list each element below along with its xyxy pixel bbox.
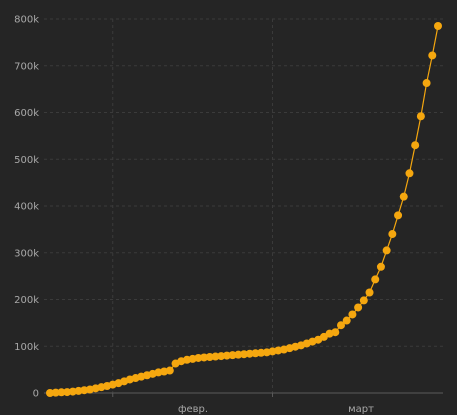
data-point[interactable] [394, 211, 403, 220]
data-point[interactable] [359, 296, 368, 305]
y-tick-label: 400k [14, 202, 39, 213]
y-tick-label: 700k [14, 61, 39, 72]
data-point[interactable] [342, 316, 351, 325]
data-point[interactable] [228, 351, 237, 360]
data-point[interactable] [434, 22, 442, 31]
data-point[interactable] [422, 79, 431, 88]
y-tick-label: 200k [14, 295, 39, 306]
data-point[interactable] [382, 246, 391, 255]
data-point[interactable] [217, 352, 226, 361]
data-point[interactable] [194, 353, 203, 362]
data-point[interactable] [399, 192, 408, 201]
y-axis: 0 100k 200k 300k 400k 500k 600k 700k 800k [14, 15, 39, 400]
y-tick-label: 300k [14, 248, 39, 259]
data-point[interactable] [51, 388, 60, 397]
data-point[interactable] [205, 353, 214, 362]
x-axis: февр. март [44, 392, 443, 415]
data-point[interactable] [365, 288, 374, 297]
data-point[interactable] [257, 348, 266, 357]
data-point[interactable] [234, 350, 243, 359]
y-tick-label: 600k [14, 108, 39, 119]
data-point[interactable] [416, 112, 425, 121]
y-tick-label: 0 [33, 389, 39, 400]
data-point[interactable] [388, 230, 397, 239]
y-tick-label: 500k [14, 155, 39, 166]
data-point[interactable] [57, 388, 66, 397]
data-point[interactable] [331, 328, 340, 337]
y-tick-label: 800k [14, 15, 39, 26]
data-point[interactable] [200, 353, 209, 362]
data-point[interactable] [411, 141, 420, 150]
grid [44, 18, 443, 393]
x-tick-label: февр. [178, 404, 208, 415]
data-point[interactable] [428, 51, 437, 60]
data-point[interactable] [251, 349, 260, 358]
data-point[interactable] [63, 388, 72, 397]
data-point[interactable] [371, 275, 380, 284]
data-point[interactable] [245, 349, 254, 358]
series-layer [46, 22, 442, 397]
data-point[interactable] [222, 351, 231, 360]
data-point[interactable] [348, 310, 357, 319]
data-point[interactable] [405, 169, 414, 178]
data-point[interactable] [46, 389, 54, 397]
x-tick-label: март [348, 404, 374, 415]
data-point[interactable] [165, 366, 174, 375]
series-line [49, 25, 439, 394]
data-point[interactable] [337, 321, 345, 330]
data-point[interactable] [211, 352, 220, 361]
data-point[interactable] [240, 350, 248, 359]
y-tick-label: 100k [14, 342, 39, 353]
data-point[interactable] [354, 303, 363, 312]
data-point[interactable] [376, 262, 385, 271]
